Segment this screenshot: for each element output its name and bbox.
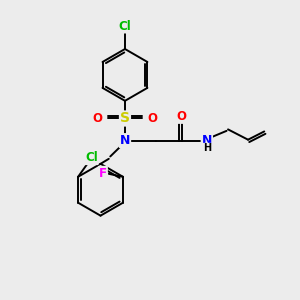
Text: Cl: Cl	[118, 20, 131, 32]
Text: Cl: Cl	[85, 151, 98, 164]
Text: H: H	[203, 143, 211, 153]
Text: S: S	[120, 112, 130, 125]
Text: O: O	[177, 110, 187, 123]
Text: O: O	[147, 112, 158, 125]
Text: N: N	[202, 134, 212, 147]
Text: O: O	[93, 112, 103, 125]
Text: F: F	[99, 167, 107, 180]
Text: N: N	[120, 134, 130, 147]
